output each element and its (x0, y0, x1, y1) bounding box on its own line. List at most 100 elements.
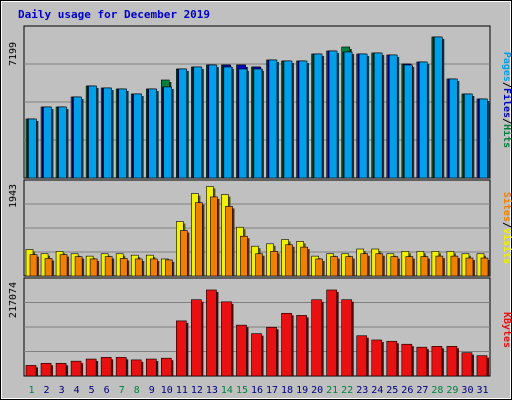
bar-sites-day-15 (240, 235, 248, 277)
bar-kbytes-day-14 (221, 301, 232, 377)
bar-kbytes-day-15 (236, 324, 247, 377)
bar-kbytes-day-23 (356, 335, 368, 377)
panel-sites-visits (23, 179, 491, 277)
bar-pages-day-24 (373, 52, 383, 179)
x-tick-label-day-17: 17 (266, 385, 278, 396)
bar-pages-day-17 (268, 59, 278, 179)
bar-pages-day-6 (103, 87, 112, 179)
bar-sites-day-7 (119, 258, 128, 277)
bar-kbytes-day-12 (191, 299, 202, 377)
bar-pages-day-15 (238, 68, 248, 179)
bar-sites-day-31 (480, 257, 489, 277)
bar-pages-day-21 (328, 50, 338, 179)
bar-kbytes-day-24 (371, 339, 383, 377)
bar-kbytes-day-30 (461, 352, 473, 377)
bar-pages-day-30 (464, 93, 473, 179)
bar-kbytes-day-2 (40, 362, 52, 377)
bar-sites-day-24 (375, 253, 384, 277)
bar-kbytes-day-28 (431, 346, 443, 377)
bar-sites-day-26 (405, 256, 414, 277)
bar-kbytes-day-16 (251, 333, 262, 377)
x-tick-label-day-21: 21 (326, 385, 338, 396)
x-tick-label-day-1: 1 (29, 385, 35, 396)
bar-sites-day-17 (270, 251, 278, 277)
x-tick-label-day-7: 7 (119, 385, 125, 396)
x-tick-label-day-25: 25 (386, 385, 398, 396)
bar-pages-day-22 (343, 51, 353, 179)
x-tick-label-day-30: 30 (461, 385, 473, 396)
panel-pages-files-hits (23, 25, 491, 179)
x-tick-label-day-18: 18 (281, 385, 293, 396)
bar-kbytes-day-7 (115, 357, 127, 377)
legend-sep-3: / (501, 222, 512, 228)
bar-pages-day-12 (193, 66, 203, 179)
bar-sites-day-25 (390, 256, 399, 277)
legend-sep-1: / (501, 82, 512, 88)
bar-kbytes-day-18 (281, 312, 292, 377)
x-tick-label-day-11: 11 (176, 385, 188, 396)
bar-pages-day-5 (88, 85, 97, 179)
bar-kbytes-day-19 (296, 315, 307, 377)
x-tick-label-day-14: 14 (221, 385, 233, 396)
bar-sites-day-12 (195, 202, 203, 277)
bar-pages-day-16 (253, 68, 263, 179)
bar-sites-day-29 (450, 255, 459, 277)
bar-pages-day-18 (283, 60, 293, 179)
bar-pages-day-19 (298, 60, 308, 179)
bar-sites-day-11 (180, 230, 188, 277)
x-tick-label-day-9: 9 (149, 385, 155, 396)
x-tick-label-day-23: 23 (356, 385, 368, 396)
x-tick-label-day-31: 31 (476, 385, 488, 396)
bar-pages-day-8 (133, 93, 142, 179)
bar-sites-day-30 (465, 257, 474, 277)
bar-sites-day-14 (225, 206, 233, 277)
bar-sites-day-23 (360, 253, 369, 277)
legend-sites: Sites (501, 192, 512, 222)
x-tick-label-day-27: 27 (416, 385, 428, 396)
x-tick-label-day-20: 20 (311, 385, 323, 396)
bar-kbytes-day-3 (55, 362, 67, 377)
bar-sites-day-10 (164, 259, 173, 277)
x-tick-label-day-29: 29 (446, 385, 458, 396)
x-axis-day-labels: 1 2 3 4 5 6 7 8 9 10 11 12 13 14 15 16 17 18 19 20 21 22 23 24 2… (29, 385, 489, 396)
bar-sites-day-1 (29, 254, 38, 277)
legend-visits: Visits (501, 228, 512, 264)
y-max-label-kbytes: 217074 (8, 282, 19, 318)
bar-kbytes-day-17 (266, 326, 277, 377)
bar-kbytes-day-13 (206, 289, 217, 377)
x-tick-label-day-5: 5 (89, 385, 95, 396)
x-tick-label-day-22: 22 (341, 385, 353, 396)
bar-sites-day-8 (134, 258, 143, 277)
bar-sites-day-3 (59, 254, 68, 277)
bar-pages-day-14 (223, 66, 233, 179)
bar-pages-day-2 (43, 106, 52, 179)
bar-sites-day-6 (104, 256, 113, 277)
bar-sites-day-27 (420, 256, 429, 277)
bar-sites-day-13 (210, 196, 218, 277)
bar-kbytes-day-9 (145, 358, 157, 377)
legend-bottom: KBytes (501, 312, 512, 348)
x-tick-label-day-28: 28 (431, 385, 443, 396)
bar-pages-day-7 (118, 88, 127, 179)
bar-pages-day-29 (449, 78, 458, 179)
x-tick-label-day-12: 12 (191, 385, 203, 396)
bar-kbytes-day-27 (416, 346, 428, 377)
x-tick-label-day-26: 26 (401, 385, 413, 396)
bar-pages-day-1 (28, 118, 37, 179)
bar-pages-day-23 (358, 53, 368, 179)
bar-pages-day-4 (73, 96, 82, 179)
x-tick-label-day-10: 10 (161, 385, 173, 396)
x-tick-label-day-6: 6 (104, 385, 110, 396)
bar-pages-day-20 (313, 53, 323, 179)
bar-kbytes-day-11 (176, 320, 187, 377)
bar-kbytes-day-26 (401, 343, 413, 377)
legend-kbytes: KBytes (501, 312, 512, 348)
bar-sites-day-20 (315, 258, 323, 277)
legend-hits: Hits (501, 124, 512, 148)
legend-top: Pages/Files/Hits (501, 52, 512, 148)
bar-pages-day-26 (403, 64, 413, 179)
bar-kbytes-day-29 (446, 346, 458, 377)
bar-sites-day-16 (255, 253, 263, 277)
bar-sites-day-19 (300, 246, 308, 277)
